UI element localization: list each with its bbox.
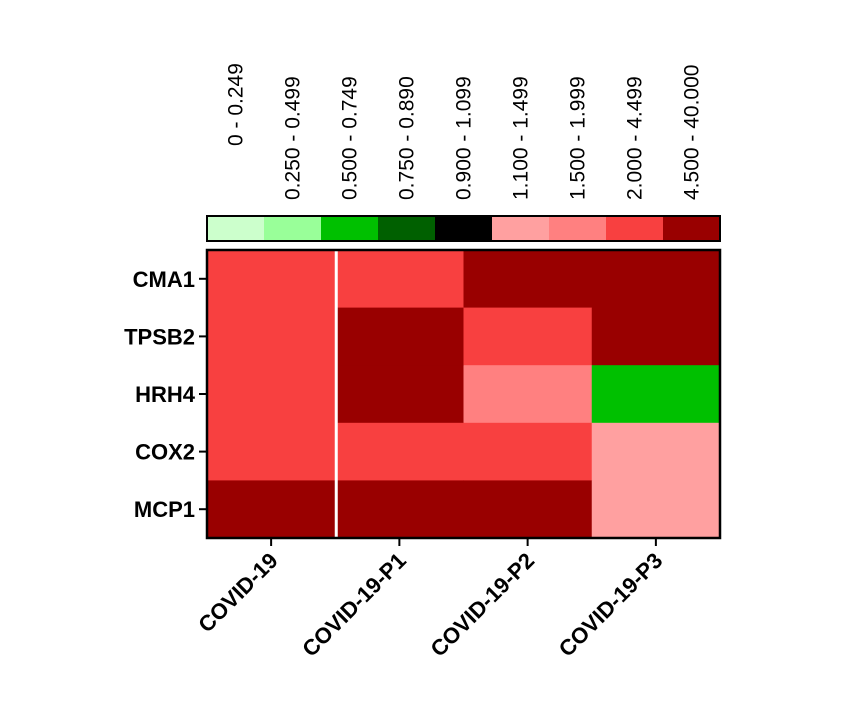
scale-label-3: 0.750 - 0.890 <box>396 76 419 200</box>
cell-mcp1-covid-19-p1 <box>335 480 464 539</box>
col-label-covid-19-p1: COVID-19-P1 <box>297 548 411 662</box>
color-scale-labels: 0 - 0.249 0.250 - 0.499 0.500 - 0.749 0.750… <box>225 63 704 200</box>
scale-bin-4 <box>435 216 493 241</box>
scale-bin-1 <box>264 216 322 241</box>
cell-mcp1-covid-19-p2 <box>463 480 593 539</box>
row-labels: CMA1 TPSB2 HRH4 COX2 MCP1 <box>124 267 207 522</box>
cell-hrh4-covid-19-p2 <box>463 365 593 424</box>
cell-cox2-covid-19-p1 <box>335 422 464 481</box>
scale-label-5: 1.100 - 1.499 <box>510 76 533 200</box>
row-label-hrh4: HRH4 <box>135 382 196 407</box>
scale-bar-border <box>206 215 721 242</box>
cell-hrh4-covid-19-p3 <box>591 365 721 424</box>
cell-tpsb2-covid-19-p2 <box>463 307 593 366</box>
cell-cma1-covid-19 <box>207 250 336 309</box>
scale-label-0: 0 - 0.249 <box>225 63 248 146</box>
cell-cox2-covid-19-p3 <box>591 422 721 481</box>
scale-label-8: 4.500 - 40.000 <box>681 65 704 200</box>
cell-mcp1-covid-19-p3 <box>591 480 721 539</box>
color-scale-bar <box>206 215 721 242</box>
cell-cox2-covid-19 <box>207 422 336 481</box>
cell-hrh4-covid-19 <box>207 365 336 424</box>
scale-bin-2 <box>321 216 379 241</box>
scale-bin-0 <box>207 216 265 241</box>
row-label-tpsb2: TPSB2 <box>124 324 195 349</box>
scale-label-1: 0.250 - 0.499 <box>282 76 305 200</box>
cell-hrh4-covid-19-p1 <box>335 365 464 424</box>
heatmap-cells <box>207 250 721 539</box>
row-label-cox2: COX2 <box>135 440 195 465</box>
row-label-cma1: CMA1 <box>133 267 195 292</box>
scale-label-6: 1.500 - 1.999 <box>567 76 590 200</box>
cell-cox2-covid-19-p2 <box>463 422 593 481</box>
row-label-mcp1: MCP1 <box>134 497 195 522</box>
col-label-covid-19-p3: COVID-19-P3 <box>554 548 668 662</box>
scale-bin-6 <box>549 216 607 241</box>
scale-label-4: 0.900 - 1.099 <box>453 76 476 200</box>
column-labels: COVID-19 COVID-19-P1 COVID-19-P2 COVID-19-P… <box>193 538 667 662</box>
col-label-covid-19: COVID-19 <box>193 548 282 637</box>
scale-bin-5 <box>492 216 550 241</box>
scale-bin-3 <box>378 216 436 241</box>
cell-tpsb2-covid-19-p1 <box>335 307 464 366</box>
cell-cma1-covid-19-p3 <box>591 250 721 309</box>
cell-tpsb2-covid-19-p3 <box>591 307 721 366</box>
scale-bin-7 <box>606 216 664 241</box>
cell-tpsb2-covid-19 <box>207 307 336 366</box>
cell-cma1-covid-19-p2 <box>463 250 593 309</box>
cell-mcp1-covid-19 <box>207 480 336 539</box>
scale-label-7: 2.000 - 4.499 <box>624 76 647 200</box>
scale-label-2: 0.500 - 0.749 <box>339 76 362 200</box>
cell-cma1-covid-19-p1 <box>335 250 464 309</box>
col-label-covid-19-p2: COVID-19-P2 <box>426 548 540 662</box>
scale-bin-8 <box>663 216 721 241</box>
